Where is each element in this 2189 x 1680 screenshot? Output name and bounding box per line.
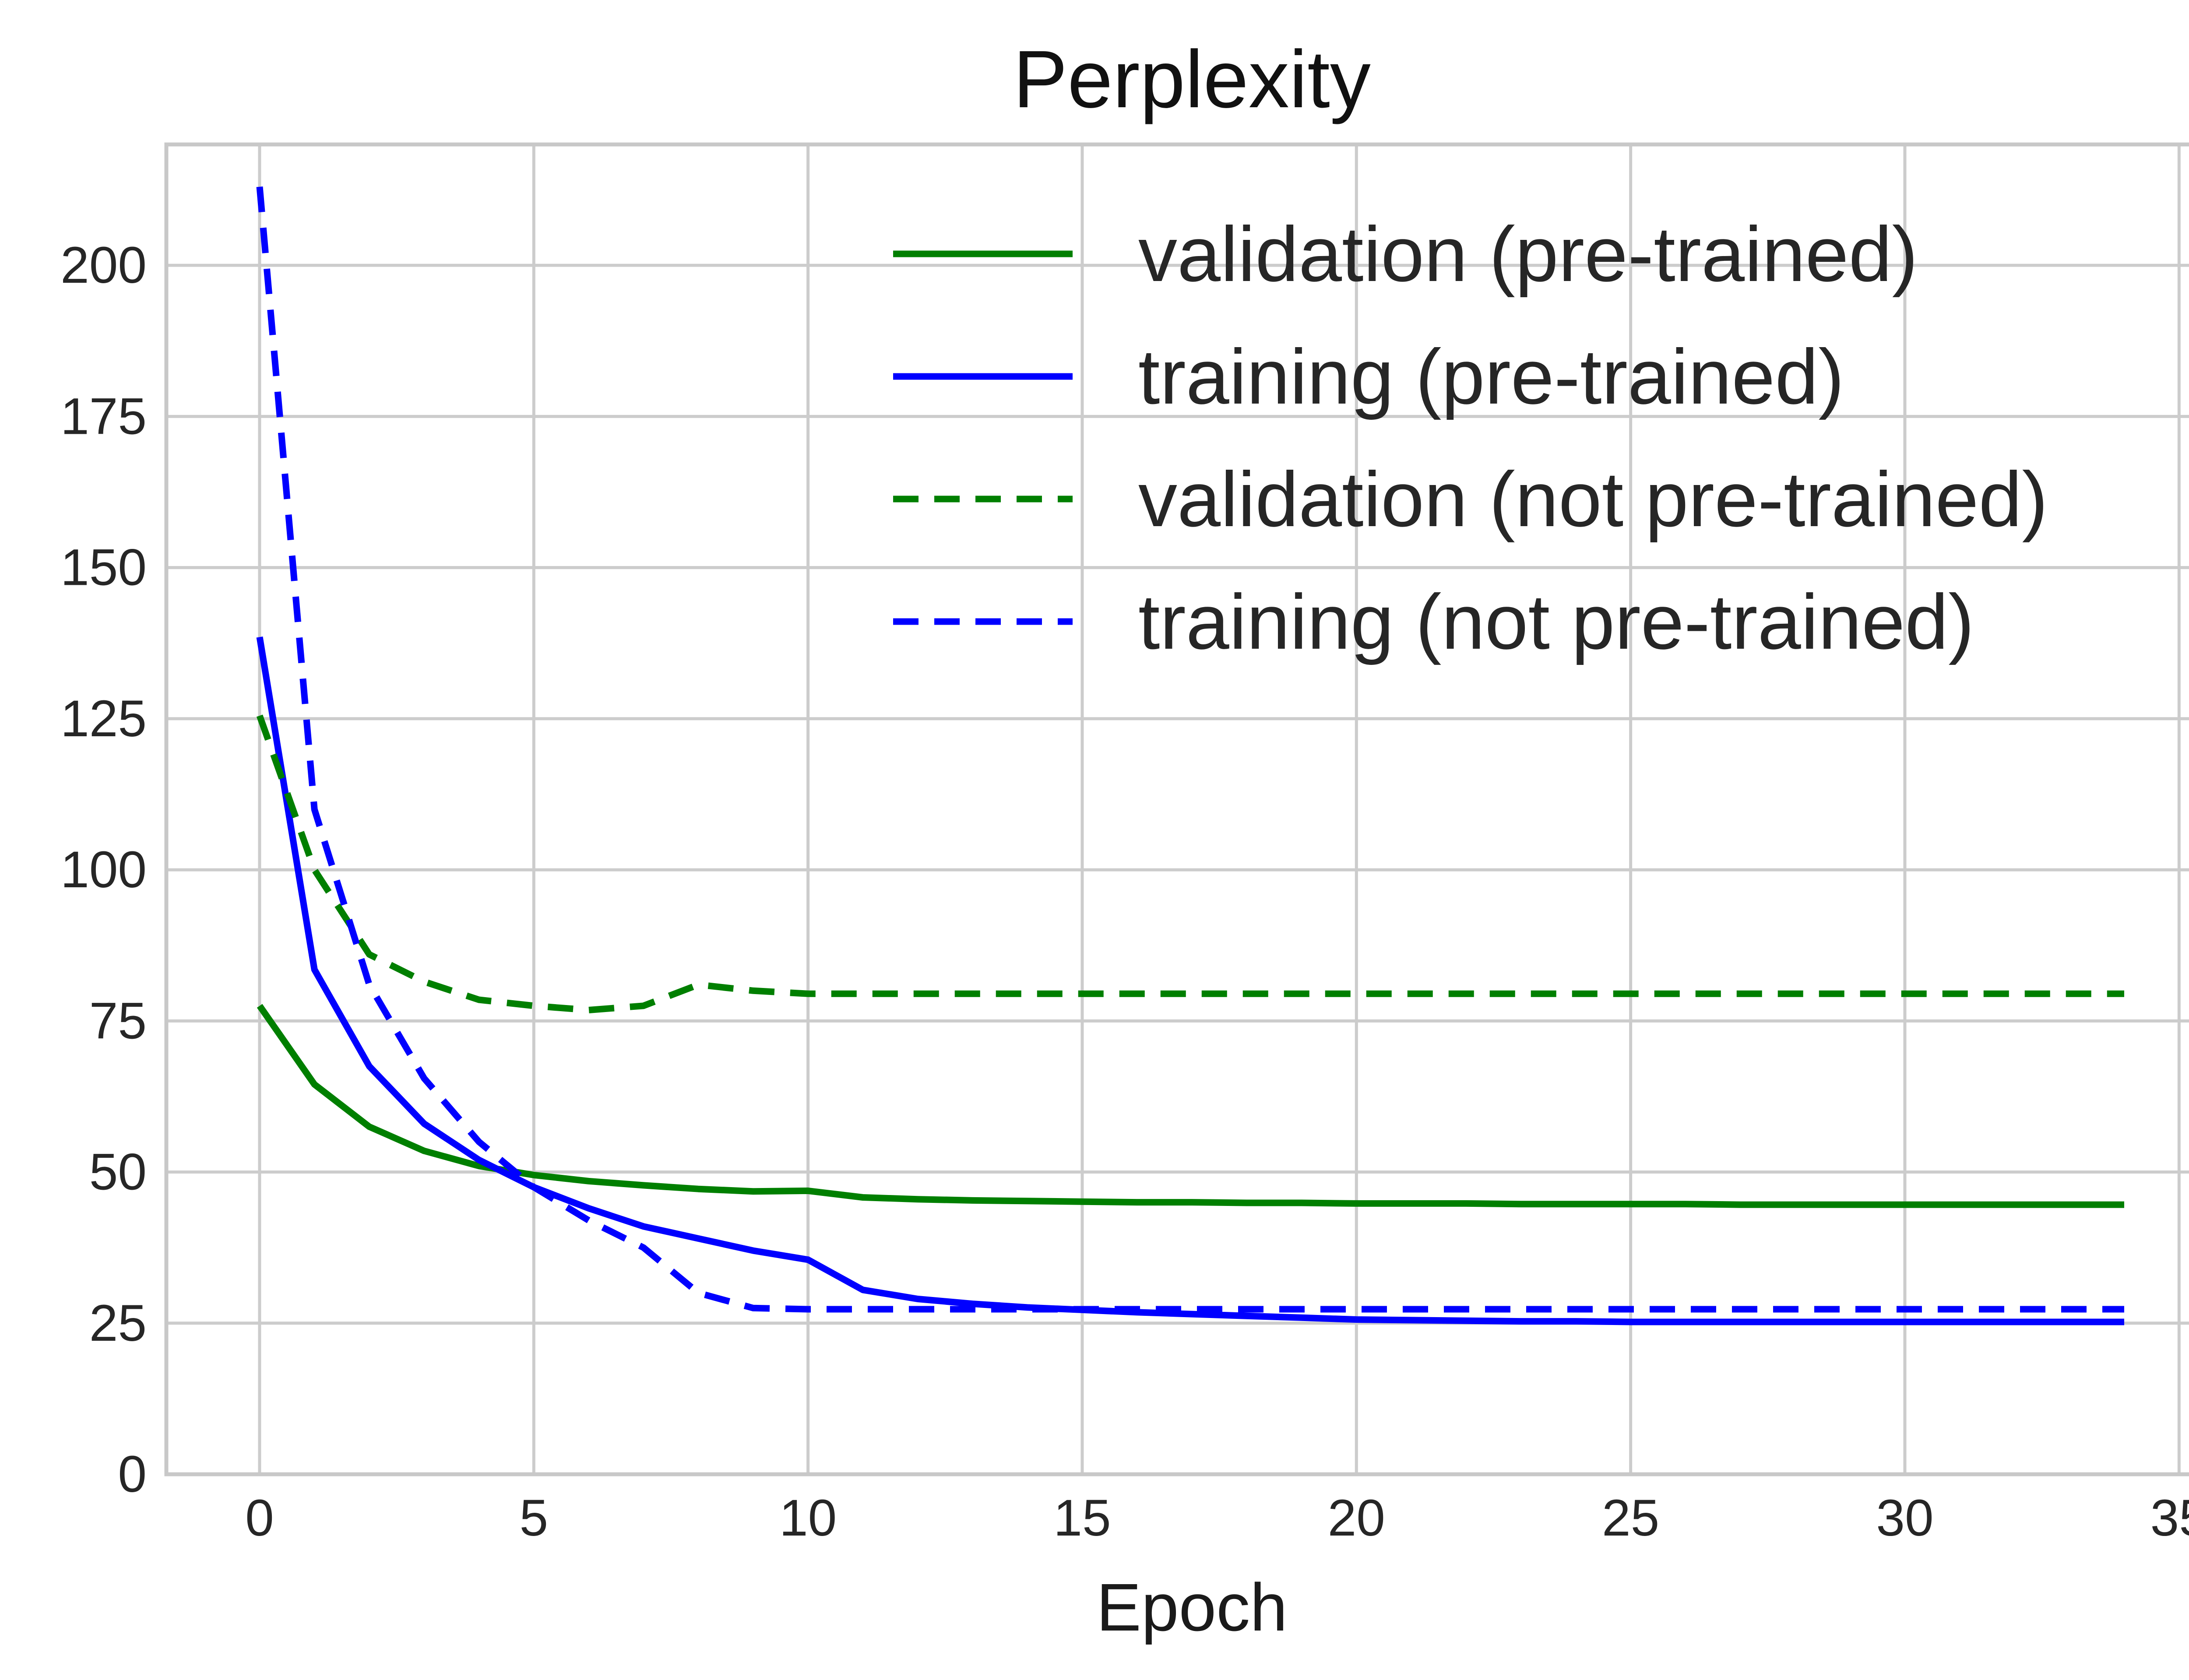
series-lines (256, 186, 2124, 1325)
y-tick-label: 50 (89, 1143, 147, 1201)
x-tick-label: 0 (245, 1489, 274, 1547)
tick-labels: 0 5 10 15 20 25 30 35 0 25 50 75 100 125 150 175 200 (60, 236, 2189, 1547)
series-line-3 (256, 714, 2124, 1013)
y-tick-label: 0 (118, 1445, 147, 1503)
x-tick-label: 20 (1328, 1489, 1385, 1547)
y-tick-label: 100 (60, 841, 147, 899)
series-line-1 (257, 1004, 2124, 1208)
x-tick-label: 5 (519, 1489, 548, 1547)
legend-label-1: validation (pre-trained) (1138, 211, 1918, 298)
legend: validation (pre-trained) training (pre-tr… (893, 211, 2048, 665)
legend-label-4: training (not pre-trained) (1138, 578, 1974, 665)
y-tick-label: 25 (89, 1294, 147, 1352)
y-tick-label: 150 (60, 539, 147, 597)
legend-label-2: training (pre-trained) (1138, 333, 1844, 420)
x-axis-title: Epoch (1096, 1570, 1288, 1645)
x-tick-label: 15 (1053, 1489, 1111, 1547)
y-tick-label: 200 (60, 236, 147, 294)
y-tick-label: 75 (89, 992, 147, 1050)
series-line-2 (256, 636, 2124, 1325)
chart-title: Perplexity (1013, 34, 1371, 125)
series-line-4 (256, 186, 2124, 1313)
x-tick-label: 10 (779, 1489, 837, 1547)
x-tick-label: 30 (1876, 1489, 1933, 1547)
legend-label-3: validation (not pre-trained) (1138, 456, 2048, 543)
y-tick-label: 125 (60, 690, 147, 748)
x-tick-label: 25 (1602, 1489, 1659, 1547)
y-tick-label: 175 (60, 387, 147, 445)
x-tick-label: 35 (2150, 1489, 2189, 1547)
plot-frame (164, 142, 2189, 1476)
